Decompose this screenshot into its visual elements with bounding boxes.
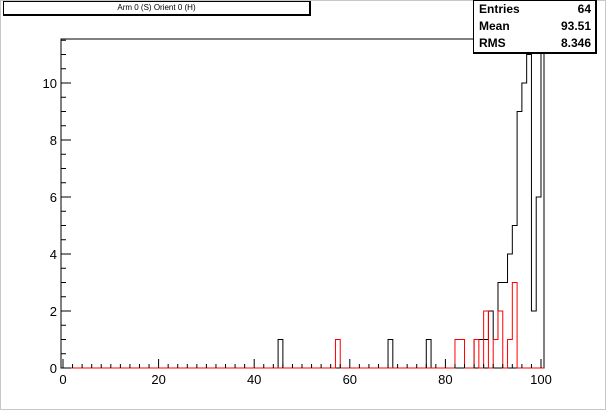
series-1-outline — [63, 282, 544, 369]
y-tick-label: 4 — [50, 247, 57, 262]
histogram-title: Arm 0 (S) Orient 0 (H) — [3, 1, 311, 16]
x-tick-label: 20 — [151, 372, 165, 387]
stats-rms-label: RMS — [479, 36, 506, 50]
stats-mean-row: Mean 93.51 — [474, 18, 595, 35]
x-tick-label: 80 — [438, 372, 452, 387]
y-tick-label: 2 — [50, 304, 57, 319]
x-tick-label: 60 — [343, 372, 357, 387]
x-tick-label: 40 — [247, 372, 261, 387]
stats-mean-value: 93.51 — [560, 19, 591, 33]
x-tick-label: 0 — [59, 372, 66, 387]
stats-rms-row: RMS 8.346 — [474, 35, 595, 52]
y-tick-label: 8 — [50, 133, 57, 148]
y-tick-label: 10 — [43, 76, 57, 91]
stats-entries-row: Entries 64 — [474, 1, 595, 18]
stats-entries-label: Entries — [479, 2, 520, 16]
stats-entries-value: 64 — [577, 2, 591, 16]
stats-mean-label: Mean — [479, 19, 510, 33]
plot-frame — [60, 38, 545, 369]
y-tick-label: 6 — [50, 190, 57, 205]
y-tick-label: 0 — [50, 361, 57, 376]
x-tick-label: 100 — [530, 372, 552, 387]
stats-box: Entries 64 Mean 93.51 RMS 8.346 — [473, 0, 597, 54]
stats-rms-value: 8.346 — [560, 36, 591, 50]
